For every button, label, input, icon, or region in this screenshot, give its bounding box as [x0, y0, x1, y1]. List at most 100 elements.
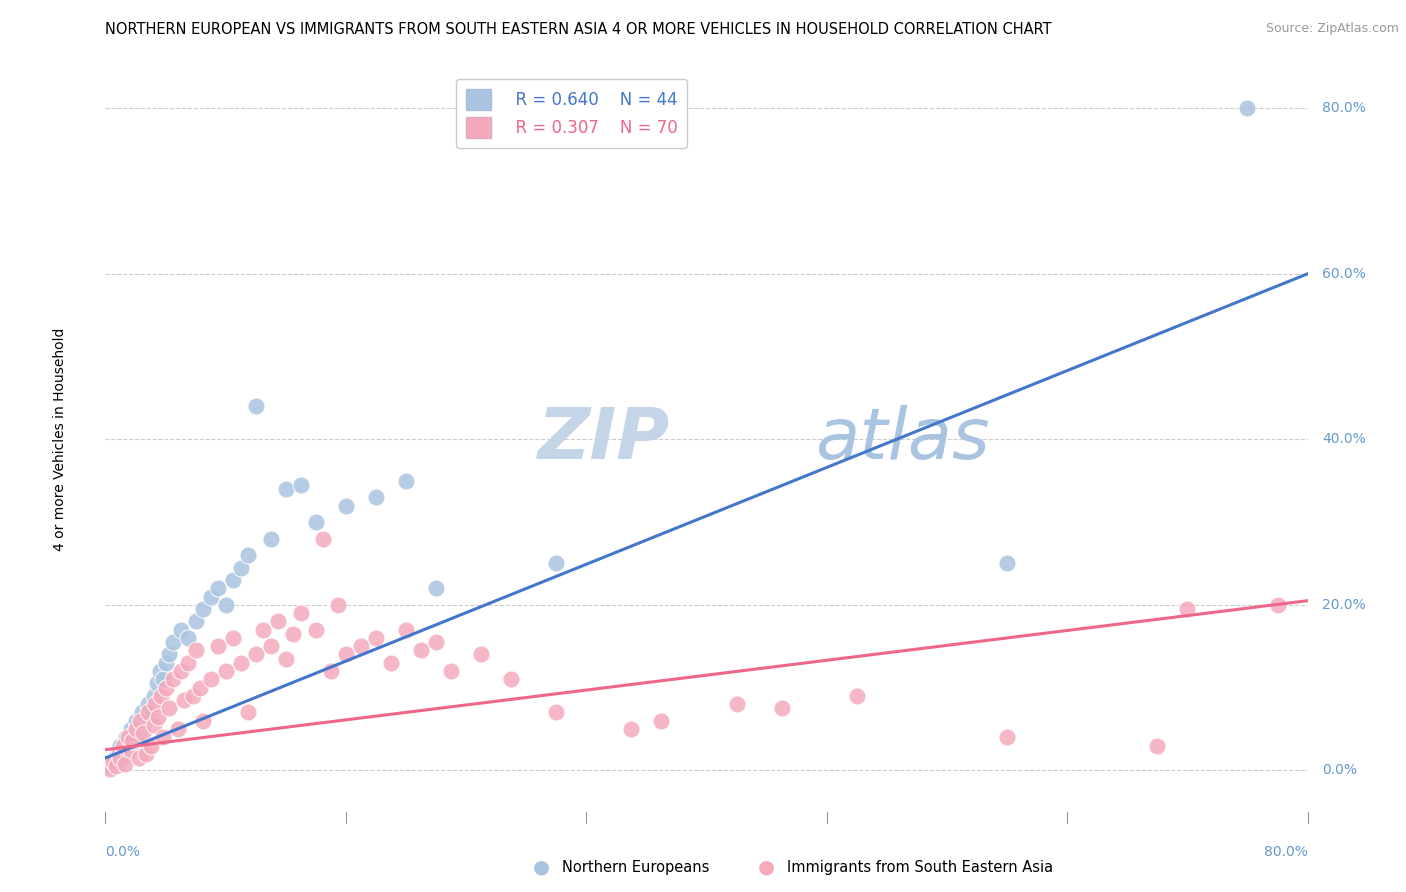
Text: 80.0%: 80.0% — [1264, 846, 1308, 859]
Point — [98, 759, 121, 773]
Point — [108, 747, 131, 761]
Text: 0.0%: 0.0% — [105, 846, 141, 859]
Point — [425, 582, 447, 596]
Text: 80.0%: 80.0% — [1322, 102, 1365, 115]
Point — [157, 701, 180, 715]
Text: 4 or more Vehicles in Household: 4 or more Vehicles in Household — [53, 327, 66, 551]
Point — [120, 722, 142, 736]
Point — [191, 602, 214, 616]
Point — [117, 742, 139, 756]
Point — [162, 673, 184, 687]
Point — [1146, 739, 1168, 753]
Point — [112, 739, 135, 753]
Point — [305, 515, 328, 529]
Point — [395, 474, 418, 488]
Point — [229, 560, 252, 574]
Point — [364, 631, 387, 645]
Point — [157, 648, 180, 662]
Point — [107, 747, 129, 761]
Point — [162, 635, 184, 649]
Point — [110, 739, 132, 753]
Point — [260, 639, 283, 653]
Point — [115, 730, 138, 744]
Point — [267, 615, 290, 629]
Point — [252, 623, 274, 637]
Point — [546, 706, 568, 720]
Point — [188, 681, 211, 695]
Point — [335, 499, 357, 513]
Point — [121, 734, 143, 748]
Text: 20.0%: 20.0% — [1322, 598, 1365, 612]
Point — [177, 631, 200, 645]
Text: Northern Europeans: Northern Europeans — [562, 860, 710, 874]
Point — [409, 643, 432, 657]
Point — [995, 730, 1018, 744]
Point — [200, 590, 222, 604]
Point — [229, 656, 252, 670]
Point — [152, 730, 174, 744]
Point — [155, 656, 177, 670]
Point — [1236, 101, 1258, 115]
Point — [139, 739, 162, 753]
Point — [214, 664, 236, 678]
Point — [470, 648, 492, 662]
Point — [128, 726, 150, 740]
Point — [120, 742, 142, 756]
Point — [101, 755, 124, 769]
Point — [169, 664, 191, 678]
Point — [1267, 598, 1289, 612]
Point — [124, 722, 146, 736]
Point — [98, 762, 121, 776]
Point — [305, 623, 328, 637]
Point — [110, 751, 132, 765]
Point — [132, 726, 155, 740]
Point — [207, 582, 229, 596]
Point — [350, 639, 373, 653]
Point — [222, 631, 245, 645]
Point — [380, 656, 402, 670]
Point — [177, 656, 200, 670]
Point — [260, 532, 283, 546]
Point — [335, 648, 357, 662]
Point — [274, 482, 297, 496]
Point — [364, 490, 387, 504]
Text: ZIP: ZIP — [538, 405, 671, 474]
Text: Immigrants from South Eastern Asia: Immigrants from South Eastern Asia — [787, 860, 1053, 874]
Point — [139, 709, 162, 723]
Point — [152, 673, 174, 687]
Point — [319, 664, 342, 678]
Point — [1175, 602, 1198, 616]
Text: ●: ● — [533, 857, 550, 877]
Point — [274, 651, 297, 665]
Point — [103, 755, 125, 769]
Point — [166, 722, 188, 736]
Point — [181, 689, 204, 703]
Point — [142, 718, 165, 732]
Point — [148, 664, 170, 678]
Point — [135, 747, 157, 761]
Text: atlas: atlas — [814, 405, 990, 474]
Point — [395, 623, 418, 637]
Point — [114, 756, 136, 771]
Point — [121, 734, 143, 748]
Point — [995, 557, 1018, 571]
Point — [207, 639, 229, 653]
Point — [169, 623, 191, 637]
Point — [725, 697, 748, 711]
Text: 0.0%: 0.0% — [1322, 764, 1357, 777]
Point — [143, 697, 166, 711]
Point — [124, 714, 146, 728]
Point — [238, 706, 260, 720]
Point — [328, 598, 350, 612]
Point — [290, 606, 312, 620]
Point — [136, 706, 159, 720]
Point — [128, 751, 150, 765]
Point — [142, 689, 165, 703]
Point — [131, 706, 153, 720]
Point — [650, 714, 672, 728]
Point — [312, 532, 335, 546]
Point — [129, 714, 152, 728]
Point — [145, 676, 167, 690]
Point — [770, 701, 793, 715]
Text: 40.0%: 40.0% — [1322, 433, 1365, 446]
